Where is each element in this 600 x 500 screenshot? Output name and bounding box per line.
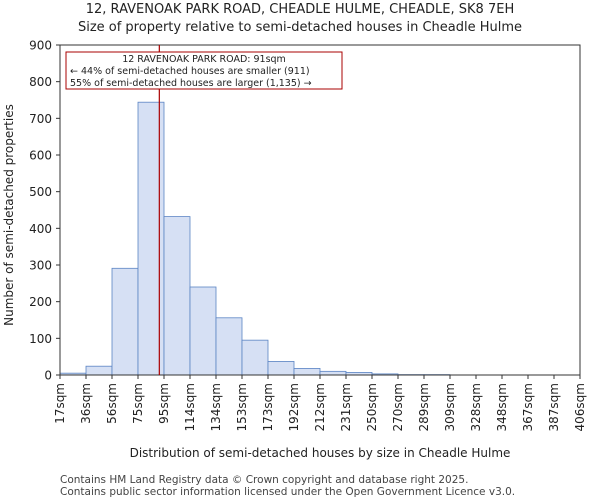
bars-group — [59, 101, 451, 376]
x-tick-label: 56sqm — [105, 383, 119, 424]
x-tick-label: 36sqm — [79, 383, 93, 424]
histogram-bar — [137, 101, 165, 376]
x-tick-label: 250sqm — [365, 383, 379, 431]
x-tick-label: 406sqm — [573, 383, 587, 431]
x-tick-label: 289sqm — [417, 383, 431, 431]
annotation-line-3: 55% of semi-detached houses are larger (… — [70, 78, 312, 89]
x-tick-label: 95sqm — [157, 383, 171, 424]
x-axis-label: Distribution of semi-detached houses by … — [130, 446, 511, 460]
footer-line-1: Contains HM Land Registry data © Crown c… — [60, 474, 469, 486]
x-tick-label: 17sqm — [53, 383, 67, 424]
y-tick-label: 100 — [29, 332, 52, 346]
histogram-bar — [163, 216, 191, 376]
histogram-bar — [267, 361, 295, 376]
x-tick-label: 309sqm — [443, 383, 457, 431]
x-axis-ticks: 17sqm 36sqm 56sqm 75sqm 95sqm 114sqm 134sqm 153… — [53, 375, 587, 431]
y-axis-ticks: 0 100 200 300 400 500 600 700 800 900 — [29, 39, 60, 383]
histogram-bar — [85, 365, 113, 376]
y-tick-label: 600 — [29, 149, 52, 163]
annotation-line-1: 12 RAVENOAK PARK ROAD: 91sqm — [122, 54, 286, 65]
chart-subtitle: Size of property relative to semi-detach… — [77, 20, 523, 35]
x-tick-label: 367sqm — [521, 383, 535, 431]
y-tick-label: 200 — [29, 295, 52, 309]
chart-title: 12, RAVENOAK PARK ROAD, CHEADLE HULME, C… — [85, 2, 515, 17]
annotation-frame — [65, 51, 343, 90]
footer-line-2: Contains public sector information licen… — [60, 486, 516, 498]
x-tick-label: 387sqm — [547, 383, 561, 431]
x-tick-label: 192sqm — [287, 383, 301, 431]
histogram-bar — [111, 267, 139, 376]
x-tick-label: 134sqm — [209, 383, 223, 431]
plot-frame — [59, 44, 581, 376]
histogram-bar — [293, 367, 321, 376]
x-tick-label: 231sqm — [339, 383, 353, 431]
x-tick-label: 270sqm — [391, 383, 405, 431]
y-tick-label: 800 — [29, 75, 52, 89]
x-tick-label: 212sqm — [313, 383, 327, 431]
x-tick-label: 348sqm — [495, 383, 509, 431]
x-tick-label: 75sqm — [131, 383, 145, 424]
histogram-bar — [319, 370, 347, 376]
y-tick-label: 300 — [29, 259, 52, 273]
annotation-line-2: ← 44% of semi-detached houses are smalle… — [70, 66, 310, 77]
x-tick-label: 153sqm — [235, 383, 249, 431]
y-tick-label: 400 — [29, 222, 52, 236]
histogram-bar — [241, 339, 269, 376]
histogram-bar — [189, 286, 217, 376]
annotation-box: 12 RAVENOAK PARK ROAD: 91sqm ← 44% of se… — [65, 51, 343, 90]
y-tick-label: 700 — [29, 112, 52, 126]
x-tick-label: 114sqm — [183, 383, 197, 431]
y-axis-label: Number of semi-detached properties — [2, 104, 16, 326]
y-tick-label: 0 — [44, 369, 52, 383]
x-tick-label: 328sqm — [469, 383, 483, 431]
y-tick-label: 500 — [29, 185, 52, 199]
y-tick-label: 900 — [29, 39, 52, 53]
x-tick-label: 173sqm — [261, 383, 275, 431]
histogram-bar — [215, 317, 243, 376]
